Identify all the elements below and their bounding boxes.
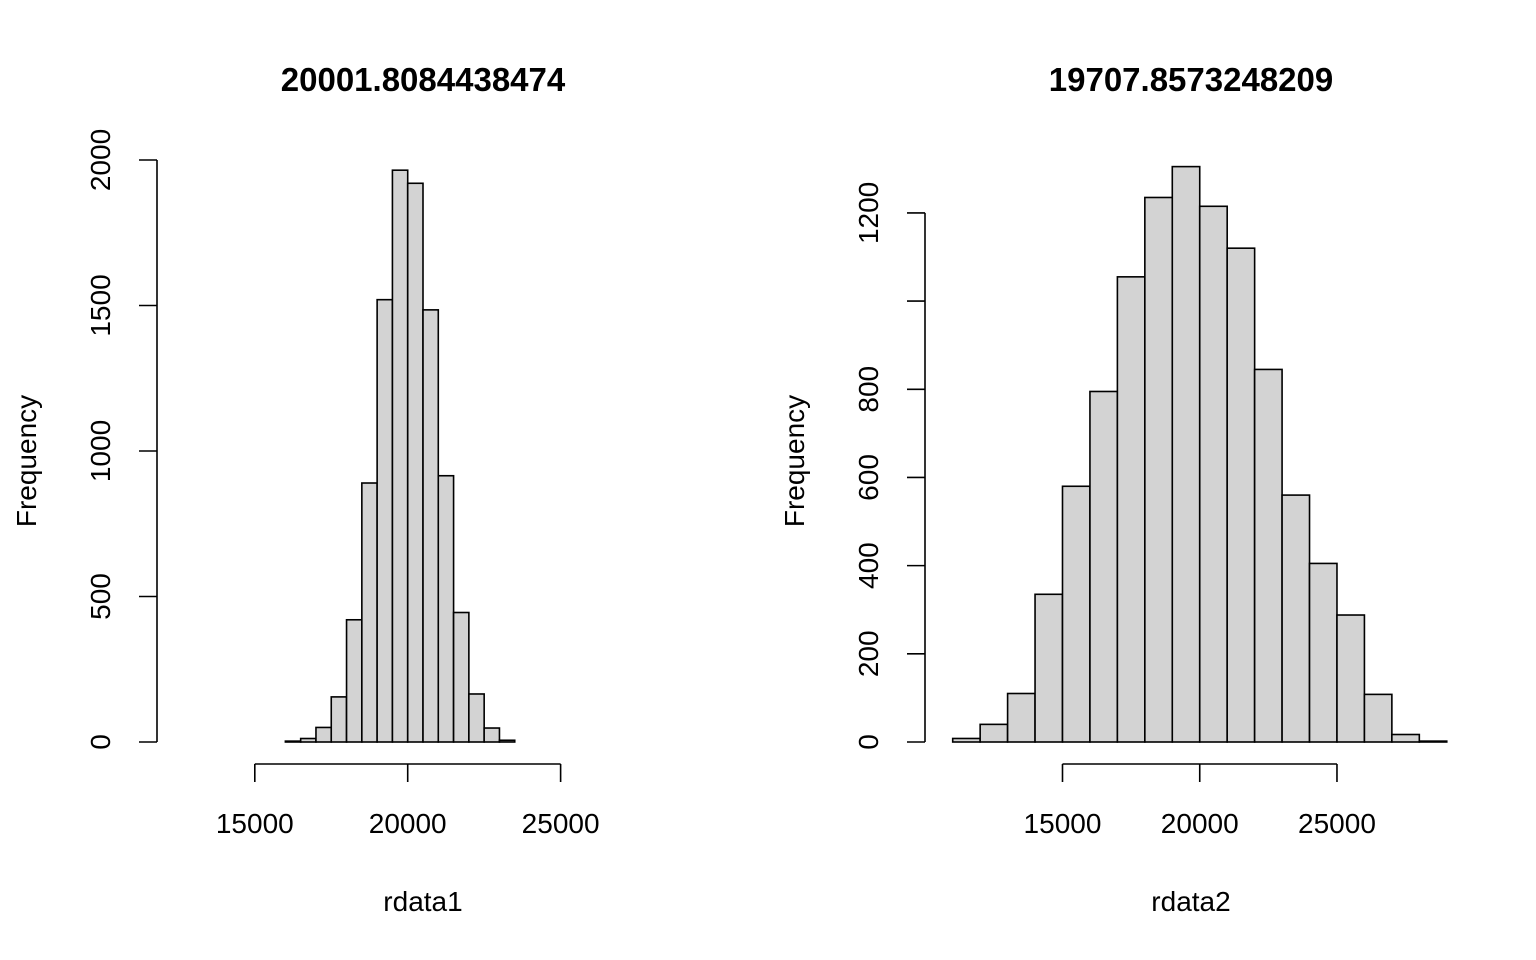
x-tick-label: 15000 xyxy=(216,808,294,839)
histogram-bar xyxy=(1061,485,1091,743)
histogram-bar xyxy=(284,740,302,743)
histogram-bar xyxy=(452,611,470,743)
bars xyxy=(284,169,516,743)
chart-title: 19707.8573248209 xyxy=(1049,61,1333,98)
x-tick-label: 25000 xyxy=(1298,808,1376,839)
histogram-bar xyxy=(1281,494,1311,743)
histogram-bar xyxy=(1253,368,1283,743)
histogram-bar xyxy=(1418,740,1448,743)
x-axis-label: rdata2 xyxy=(1151,886,1230,917)
histogram-bar xyxy=(1226,247,1256,743)
chart-title: 20001.8084438474 xyxy=(281,61,566,98)
histogram-bar xyxy=(468,693,485,743)
y-tick-label: 600 xyxy=(853,454,884,501)
x-tick-label: 15000 xyxy=(1024,808,1102,839)
y-tick-label: 0 xyxy=(85,734,116,750)
histogram-bar xyxy=(951,737,981,743)
histogram-bar xyxy=(979,723,1009,743)
x-axis: 15000 20000 25000 xyxy=(1024,763,1376,839)
histogram-bar xyxy=(1308,562,1338,743)
histogram-bar xyxy=(376,298,394,743)
y-tick-label: 2000 xyxy=(85,129,116,191)
histogram-bar xyxy=(391,169,409,743)
histogram-bar xyxy=(299,737,317,743)
y-axis: 0 200 400 600 800 1200 xyxy=(853,182,926,750)
histogram-bar xyxy=(1144,196,1174,743)
histogram-bar xyxy=(1034,593,1064,743)
histogram-bar xyxy=(1006,692,1036,743)
histogram-bar xyxy=(1089,390,1119,743)
histogram-bar xyxy=(361,482,378,743)
histogram-bar xyxy=(1198,205,1228,743)
y-tick-label: 400 xyxy=(853,542,884,589)
y-axis-label: Frequency xyxy=(11,395,42,527)
x-axis-label: rdata1 xyxy=(383,886,462,917)
x-axis: 15000 20000 25000 xyxy=(216,763,600,839)
histogram-panel-rdata1: 20001.8084438474 0 500 1000 1500 2000 15000 2… xyxy=(11,61,600,917)
x-tick-label: 20000 xyxy=(369,808,447,839)
histogram-bar xyxy=(422,309,440,743)
histogram-bar xyxy=(1171,165,1201,743)
bars xyxy=(951,165,1448,743)
histogram-bar xyxy=(437,474,455,743)
y-tick-label: 1000 xyxy=(85,420,116,482)
histogram-bar xyxy=(1363,693,1393,743)
histogram-bar xyxy=(330,696,348,743)
histogram-bar xyxy=(406,182,424,743)
y-tick-label: 0 xyxy=(853,734,884,750)
y-tick-label: 1200 xyxy=(853,182,884,244)
histogram-panel-rdata2: 19707.8573248209 0 200 400 600 800 1200 15000… xyxy=(779,61,1448,917)
y-axis: 0 500 1000 1500 2000 xyxy=(85,129,158,750)
histogram-bar xyxy=(1116,276,1146,743)
y-axis-label: Frequency xyxy=(779,395,810,527)
x-tick-label: 20000 xyxy=(1161,808,1239,839)
x-tick-label: 25000 xyxy=(522,808,600,839)
histogram-bar xyxy=(1336,614,1366,743)
histogram-bar xyxy=(315,726,333,743)
histogram-bar xyxy=(483,727,501,743)
y-tick-label: 500 xyxy=(85,573,116,620)
histogram-bar xyxy=(345,618,363,743)
y-tick-label: 1500 xyxy=(85,274,116,336)
y-tick-label: 800 xyxy=(853,366,884,413)
histogram-bar xyxy=(498,739,516,743)
y-tick-label: 200 xyxy=(853,630,884,677)
histogram-bar xyxy=(1391,733,1421,743)
